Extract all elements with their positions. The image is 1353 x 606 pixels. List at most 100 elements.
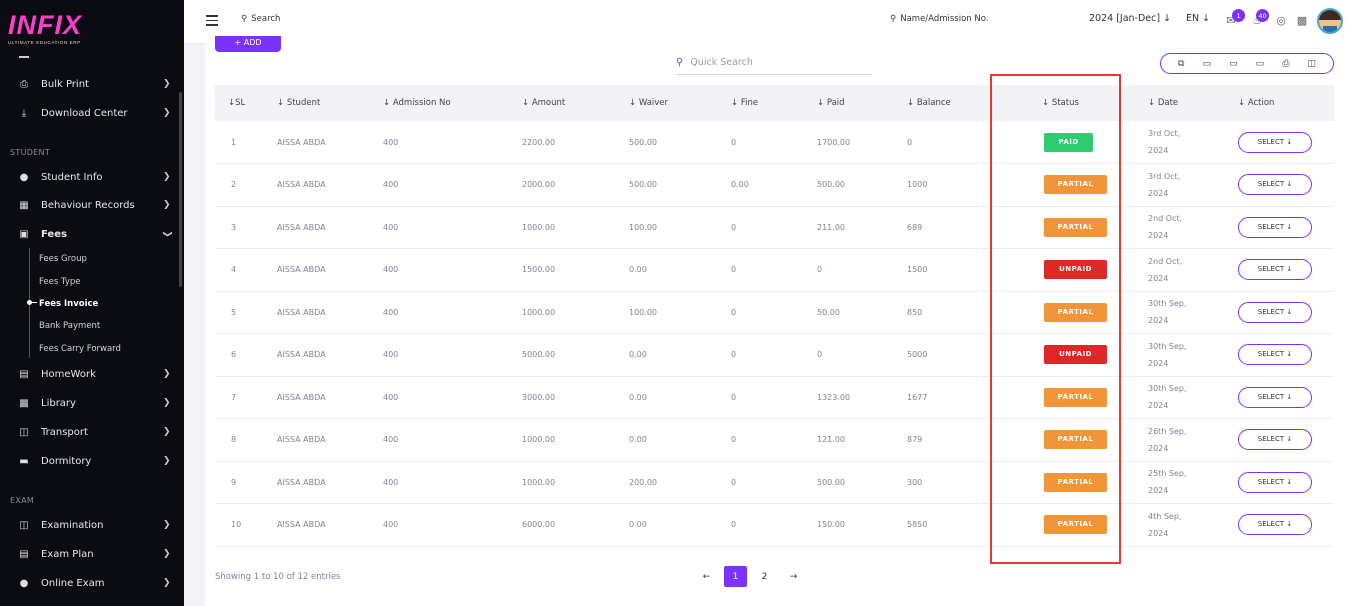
cell-waiver: 500.00 bbox=[629, 137, 657, 147]
sidebar-item-behaviour-records[interactable]: ▦ Behaviour Records ❯ bbox=[0, 193, 184, 217]
excel-icon[interactable]: ▭ bbox=[1229, 58, 1238, 69]
cell-student: AISSA ABDA bbox=[277, 137, 326, 147]
chat-badge: 1 bbox=[1232, 9, 1245, 22]
sidebar-item-examination[interactable]: ◫ Examination ❯ bbox=[0, 513, 184, 537]
cell-status: PARTIAL bbox=[1016, 376, 1148, 419]
table-row: 4 AISSA ABDA 400 1500.00 0.00 0 0 1500 UNPAID 2nd… bbox=[215, 249, 1334, 291]
sidebar-subitem-fees-invoice[interactable]: Fees Invoice bbox=[39, 299, 99, 309]
sidebar-item-label: Student Info bbox=[41, 171, 103, 183]
main-card bbox=[205, 43, 1353, 606]
sidebar-subitem-fees-carry-forward[interactable]: Fees Carry Forward bbox=[39, 344, 121, 354]
table-row: 6 AISSA ABDA 400 5000.00 0.00 0 0 5000 UNPAID 30t… bbox=[215, 334, 1334, 377]
sidebar-scrollbar[interactable] bbox=[179, 92, 182, 287]
cell-waiver: 0.00 bbox=[629, 392, 647, 402]
select-action-button[interactable]: SELECT ↓ bbox=[1238, 471, 1312, 493]
cell-date: 3rd Oct, 2024 bbox=[1148, 164, 1238, 207]
sidebar-subitem-fees-group[interactable]: Fees Group bbox=[39, 254, 87, 264]
sidebar-item-transport[interactable]: ◫ Transport ❯ bbox=[0, 420, 184, 444]
sidebar-item-download-center[interactable]: ⤓ Download Center ❯ bbox=[0, 101, 184, 125]
cell-amount: 1500.00 bbox=[522, 265, 556, 275]
col-sl[interactable]: ↓SL bbox=[228, 98, 246, 108]
table-row: 1 AISSA ABDA 400 2200.00 500.00 0 1700.00 0 PAID… bbox=[215, 121, 1334, 164]
col-date[interactable]: ↓ Date bbox=[1148, 97, 1179, 108]
col-paid[interactable]: ↓ Paid bbox=[817, 98, 845, 108]
select-action-button[interactable]: SELECT ↓ bbox=[1238, 301, 1312, 323]
book-icon: ▤ bbox=[19, 368, 29, 380]
academic-year-select[interactable]: 2024 [Jan-Dec] ↓ bbox=[1089, 13, 1171, 24]
next-page-icon[interactable]: → bbox=[789, 571, 798, 582]
select-label: SELECT bbox=[1257, 477, 1285, 486]
menu-toggle-icon[interactable] bbox=[206, 15, 218, 26]
select-action-button[interactable]: SELECT ↓ bbox=[1238, 386, 1312, 408]
col-fine[interactable]: ↓ Fine bbox=[731, 98, 759, 108]
select-action-button[interactable]: SELECT ↓ bbox=[1238, 344, 1312, 366]
sidebar-item-label: Dormitory bbox=[41, 455, 92, 467]
col-action[interactable]: ↓ Action bbox=[1238, 98, 1275, 108]
sidebar-item-student-info[interactable]: ● Student Info ❯ bbox=[0, 165, 184, 189]
pdf-icon[interactable]: ▭ bbox=[1255, 58, 1265, 69]
pagination: ← 1 2 → bbox=[695, 566, 811, 587]
cell-action: SELECT ↓ bbox=[1238, 334, 1334, 377]
status-badge: PAID bbox=[1044, 132, 1093, 152]
col-status[interactable]: ↓ Status bbox=[1042, 98, 1079, 108]
cell-action: SELECT ↓ bbox=[1238, 291, 1334, 334]
date-line-2: 2024 bbox=[1148, 358, 1169, 368]
date-line-1: 25th Sep, bbox=[1148, 469, 1187, 479]
cell-balance: 689 bbox=[907, 222, 923, 232]
sidebar-item-library[interactable]: ▩ Library ❯ bbox=[0, 391, 184, 415]
top-search[interactable]: ⚲ Search bbox=[241, 14, 280, 24]
add-button[interactable]: + ADD bbox=[215, 36, 281, 52]
select-action-button[interactable]: SELECT ↓ bbox=[1238, 131, 1312, 153]
sidebar-item-homework[interactable]: ▤ HomeWork ❯ bbox=[0, 362, 184, 386]
columns-icon[interactable]: ◫ bbox=[1307, 58, 1316, 69]
cell-fine: 0 bbox=[731, 520, 737, 530]
admission-search[interactable]: ⚲ Name/Admission No. bbox=[890, 14, 989, 24]
sidebar-item-label: Download Center bbox=[41, 107, 128, 119]
prev-page-icon[interactable]: ← bbox=[702, 571, 711, 582]
select-action-button[interactable]: SELECT ↓ bbox=[1238, 429, 1312, 451]
sidebar-item-fees[interactable]: ▣ Fees ❯ bbox=[0, 222, 184, 246]
sidebar-subitem-bank-payment[interactable]: Bank Payment bbox=[39, 321, 101, 331]
cell-balance: 850 bbox=[907, 307, 923, 317]
cell-fine: 0 bbox=[731, 350, 737, 360]
select-action-button[interactable]: SELECT ↓ bbox=[1238, 514, 1312, 536]
sidebar-item-label: Library bbox=[41, 397, 76, 409]
csv-icon[interactable]: ▭ bbox=[1202, 58, 1212, 69]
col-waiver[interactable]: ↓ Waiver bbox=[629, 98, 669, 108]
select-action-button[interactable]: SELECT ↓ bbox=[1238, 259, 1312, 281]
brand-logo[interactable]: INFIX ULTIMATE EDUCATION ERP bbox=[8, 10, 82, 45]
page-1-button[interactable]: 1 bbox=[724, 566, 747, 587]
cell-adm: 400 bbox=[383, 180, 399, 190]
sidebar-item-bulk-print[interactable]: ⎙ Bulk Print ❯ bbox=[0, 72, 184, 96]
sidebar-item-exam-plan[interactable]: ▤ Exam Plan ❯ bbox=[0, 542, 184, 566]
col-admission[interactable]: ↓ Admission No bbox=[383, 98, 451, 108]
cell-balance: 5000 bbox=[907, 350, 928, 360]
cell-adm: 400 bbox=[383, 307, 399, 317]
quick-search-input[interactable]: ⚲ Quick Search bbox=[676, 51, 872, 75]
date-line-1: 3rd Oct, bbox=[1148, 171, 1181, 181]
cell-adm: 400 bbox=[383, 137, 399, 147]
copy-icon[interactable]: ⧉ bbox=[1178, 58, 1185, 69]
language-select[interactable]: EN ↓ bbox=[1186, 13, 1210, 24]
avatar[interactable] bbox=[1317, 8, 1343, 34]
section-student: STUDENT bbox=[10, 148, 51, 157]
date-line-2: 2024 bbox=[1148, 273, 1169, 283]
print-icon[interactable]: ⎙ bbox=[1282, 58, 1290, 69]
date-line-2: 2024 bbox=[1148, 146, 1169, 155]
page-2-button[interactable]: 2 bbox=[761, 571, 768, 582]
select-action-button[interactable]: SELECT ↓ bbox=[1238, 174, 1312, 196]
sidebar-item-online-exam[interactable]: ● Online Exam ❯ bbox=[0, 571, 184, 595]
col-student[interactable]: ↓ Student bbox=[277, 98, 321, 108]
sidebar-subitem-fees-type[interactable]: Fees Type bbox=[39, 277, 81, 287]
col-balance[interactable]: ↓ Balance bbox=[907, 98, 951, 108]
col-amount[interactable]: ↓ Amount bbox=[522, 98, 566, 108]
cell-status: PARTIAL bbox=[1016, 504, 1148, 547]
globe-icon[interactable]: ◎ bbox=[1276, 13, 1286, 27]
chat-icon[interactable]: ✉ bbox=[1226, 13, 1236, 27]
table-row: 10 AISSA ABDA 400 6000.00 0.00 0 150.00 5850 PAR… bbox=[215, 504, 1334, 547]
settings-icon[interactable]: ▩ bbox=[1296, 13, 1308, 27]
sidebar-item-dormitory[interactable]: ▬ Dormitory ❯ bbox=[0, 449, 184, 473]
cell-waiver: 100.00 bbox=[629, 307, 657, 317]
date-line-1: 2nd Oct, bbox=[1148, 256, 1183, 266]
select-action-button[interactable]: SELECT ↓ bbox=[1238, 216, 1312, 238]
